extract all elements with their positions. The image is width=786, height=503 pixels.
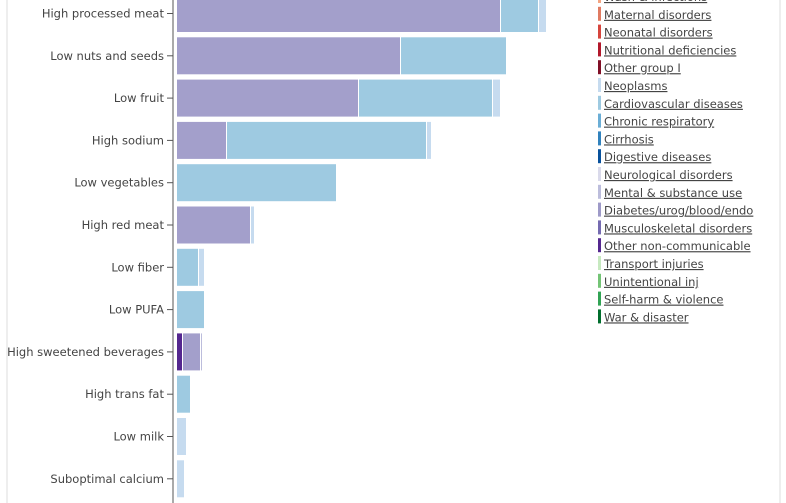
legend-swatch-mental-substance-use bbox=[598, 184, 601, 199]
legend-item-unintentional-inj[interactable]: Unintentional inj bbox=[604, 275, 699, 289]
legend-item-nutritional-deficiencies[interactable]: Nutritional deficiencies bbox=[604, 43, 736, 57]
bar-high-sweetened-beverages-diabetes-urog-blood-endo[interactable] bbox=[183, 333, 200, 371]
legend-swatch-other-group-i bbox=[598, 60, 601, 75]
legend-swatch-unintentional-inj bbox=[598, 273, 601, 288]
legend-swatch-self-harm-violence bbox=[598, 291, 601, 306]
category-label-high-sodium: High sodium bbox=[92, 133, 164, 147]
legend-item-war-disaster[interactable]: War & disaster bbox=[604, 310, 689, 324]
bar-high-processed-meat-cardiovascular-diseases[interactable] bbox=[501, 0, 538, 32]
legend-item-neurological-disorders[interactable]: Neurological disorders bbox=[604, 168, 733, 182]
legend-swatch-neurological-disorders bbox=[598, 167, 601, 181]
category-label-low-milk: Low milk bbox=[113, 430, 164, 444]
legend-item-digestive-diseases[interactable]: Digestive diseases bbox=[604, 150, 711, 164]
legend-item-cardiovascular-diseases[interactable]: Cardiovascular diseases bbox=[604, 97, 743, 111]
legend-swatch-cardiovascular-diseases bbox=[598, 95, 601, 110]
legend-item-chronic-respiratory[interactable]: Chronic respiratory bbox=[604, 115, 714, 129]
bar-high-sodium-cardiovascular-diseases[interactable] bbox=[227, 121, 426, 159]
legend-item-transport-injuries[interactable]: Transport injuries bbox=[603, 257, 704, 271]
legend-item-musculoskeletal-disorders[interactable]: Musculoskeletal disorders bbox=[604, 221, 752, 235]
legend-swatch-diabetes-urog-blood-endo bbox=[598, 202, 601, 217]
category-label-low-fiber: Low fiber bbox=[111, 260, 164, 274]
legend-item-other-non-communicable[interactable]: Other non-communicable bbox=[604, 239, 751, 253]
legend: Wash & infections Maternal disorders Neona… bbox=[598, 0, 753, 324]
legend-item-self-harm-violence[interactable]: Self-harm & violence bbox=[604, 293, 723, 307]
bar-high-processed-meat-diabetes-urog-blood-endo[interactable] bbox=[177, 0, 500, 32]
legend-item-mental-substance-use[interactable]: Mental & substance use bbox=[604, 186, 742, 200]
bar-high-red-meat-diabetes-urog-blood-endo[interactable] bbox=[177, 206, 250, 244]
bar-suboptimal-calcium-neoplasms[interactable] bbox=[177, 460, 184, 498]
bar-high-sweetened-beverages-other-non-communicable[interactable] bbox=[177, 333, 182, 371]
legend-swatch-wash-infections bbox=[598, 0, 601, 3]
legend-swatch-digestive-diseases bbox=[598, 149, 601, 164]
legend-item-diabetes-urog-blood-endo[interactable]: Diabetes/urog/blood/endo bbox=[604, 204, 753, 218]
legend-swatch-neonatal-disorders bbox=[598, 24, 601, 39]
legend-item-other-group-i[interactable]: Other group I bbox=[604, 61, 681, 75]
category-label-high-sweetened-beverages: High sweetened beverages bbox=[7, 345, 164, 359]
bar-high-sodium-neoplasms[interactable] bbox=[427, 121, 431, 159]
legend-swatch-musculoskeletal-disorders bbox=[598, 220, 601, 235]
category-label-low-fruit: Low fruit bbox=[114, 91, 165, 105]
category-label-low-pufa: Low PUFA bbox=[109, 303, 164, 317]
legend-swatch-nutritional-deficiencies bbox=[598, 42, 601, 57]
bar-low-fruit-cardiovascular-diseases[interactable] bbox=[359, 79, 492, 117]
bar-high-processed-meat-neoplasms[interactable] bbox=[539, 0, 546, 32]
bar-low-fruit-diabetes-urog-blood-endo[interactable] bbox=[177, 79, 358, 117]
legend-swatch-war-disaster bbox=[598, 309, 601, 324]
bar-high-red-meat-neoplasms[interactable] bbox=[251, 206, 254, 244]
bar-low-fiber-cardiovascular-diseases[interactable] bbox=[177, 248, 198, 286]
bar-low-nuts-and-seeds-diabetes-urog-blood-endo[interactable] bbox=[177, 37, 400, 75]
bar-low-milk-neoplasms[interactable] bbox=[177, 418, 186, 455]
legend-item-neonatal-disorders[interactable]: Neonatal disorders bbox=[604, 26, 713, 40]
legend-swatch-chronic-respiratory bbox=[598, 113, 601, 128]
bar-high-sodium-diabetes-urog-blood-endo[interactable] bbox=[177, 121, 226, 159]
legend-swatch-other-non-communicable bbox=[598, 238, 601, 253]
bar-low-vegetables-cardiovascular-diseases[interactable] bbox=[177, 164, 336, 202]
category-label-high-trans-fat: High trans fat bbox=[85, 387, 164, 401]
legend-swatch-neoplasms bbox=[598, 78, 601, 92]
bar-low-nuts-and-seeds-cardiovascular-diseases[interactable] bbox=[401, 37, 506, 75]
y-axis-labels: High processed meat Low nuts and seeds Low… bbox=[7, 7, 173, 486]
bars-group bbox=[177, 0, 546, 498]
category-label-high-red-meat: High red meat bbox=[82, 218, 165, 232]
legend-item-cirrhosis[interactable]: Cirrhosis bbox=[604, 132, 654, 146]
legend-item-maternal-disorders[interactable]: Maternal disorders bbox=[604, 8, 711, 22]
category-label-low-nuts-and-seeds: Low nuts and seeds bbox=[50, 49, 164, 63]
legend-item-neoplasms[interactable]: Neoplasms bbox=[604, 79, 667, 93]
bar-high-trans-fat-cardiovascular-diseases[interactable] bbox=[177, 375, 190, 413]
bar-low-fiber-neoplasms[interactable] bbox=[199, 248, 204, 286]
category-label-high-processed-meat: High processed meat bbox=[42, 7, 165, 21]
bar-low-pufa-cardiovascular-diseases[interactable] bbox=[177, 291, 204, 329]
bar-low-fruit-neoplasms[interactable] bbox=[493, 79, 500, 117]
legend-item-wash-infections[interactable]: Wash & infections bbox=[604, 0, 707, 4]
legend-swatch-transport-injuries bbox=[598, 256, 601, 270]
legend-swatch-cirrhosis bbox=[598, 131, 601, 146]
category-label-low-vegetables: Low vegetables bbox=[74, 176, 164, 190]
category-label-suboptimal-calcium: Suboptimal calcium bbox=[50, 472, 164, 486]
legend-swatch-maternal-disorders bbox=[598, 6, 601, 21]
bar-high-sweetened-beverages-mental-substance-use[interactable] bbox=[201, 333, 202, 371]
